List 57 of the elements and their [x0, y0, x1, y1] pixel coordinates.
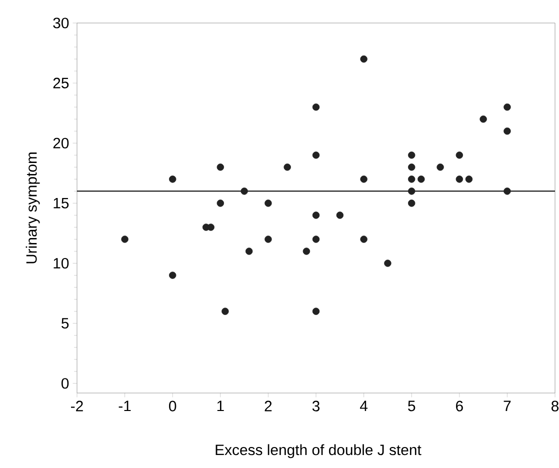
y-tick-label: 30 — [53, 18, 69, 28]
x-tick-label: 4 — [360, 400, 368, 412]
point — [264, 236, 272, 243]
x-tick-label: -1 — [118, 400, 131, 412]
point — [360, 176, 368, 183]
y-tick-label: 20 — [53, 138, 69, 148]
point — [408, 152, 416, 159]
point — [384, 260, 392, 267]
x-axis-title: Excess length of double J stent — [216, 444, 422, 458]
point — [121, 236, 128, 243]
point — [504, 103, 511, 111]
x-tick-label: 8 — [552, 400, 559, 412]
y-tick-label: 0 — [61, 378, 69, 389]
point — [245, 248, 253, 255]
point — [408, 176, 416, 183]
point — [336, 212, 344, 219]
point — [169, 272, 176, 279]
x-tick-label: 7 — [504, 400, 511, 412]
point — [360, 236, 368, 243]
point — [264, 200, 272, 207]
point — [312, 212, 320, 219]
x-tick-label: 3 — [312, 400, 320, 412]
point — [312, 308, 320, 315]
point — [456, 176, 464, 183]
point — [418, 176, 425, 183]
point — [436, 164, 444, 171]
x-tick-label: -2 — [71, 400, 83, 412]
point — [465, 176, 473, 183]
y-tick-label: 10 — [54, 258, 69, 269]
point — [169, 176, 176, 183]
point — [408, 200, 416, 207]
point — [360, 55, 368, 63]
x-tick-label: 5 — [408, 400, 416, 412]
point — [504, 188, 511, 195]
y-tick-label: 15 — [54, 198, 69, 208]
point — [302, 248, 310, 255]
point — [408, 188, 416, 195]
x-tick-label: 1 — [217, 400, 224, 412]
x-tick-label: 2 — [264, 400, 272, 412]
point — [480, 116, 487, 123]
point — [216, 164, 224, 171]
y-tick-label: 25 — [53, 78, 69, 88]
point — [207, 224, 214, 231]
point — [222, 308, 229, 315]
x-tick-label: 6 — [456, 400, 463, 412]
point — [312, 152, 320, 159]
point — [408, 164, 416, 171]
x-tick-label: 0 — [169, 400, 176, 412]
y-tick-label: 5 — [62, 318, 69, 329]
point — [504, 128, 511, 135]
point — [284, 164, 291, 171]
y-axis-title: Urinary symptom — [26, 152, 40, 264]
point — [312, 236, 320, 243]
point — [216, 200, 224, 207]
point — [240, 188, 248, 195]
point — [312, 103, 320, 111]
point — [456, 152, 464, 159]
